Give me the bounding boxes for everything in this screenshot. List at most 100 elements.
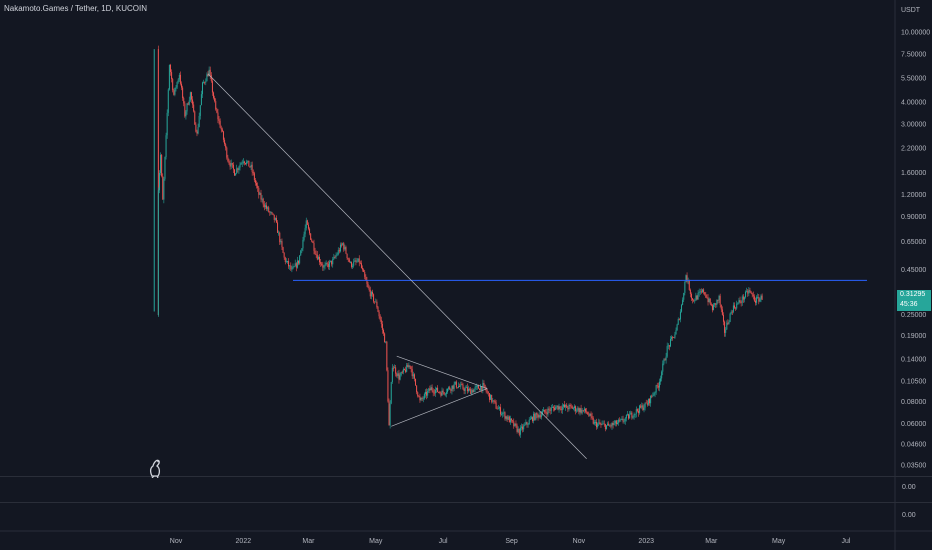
candle-body: [734, 305, 736, 308]
candle-body: [617, 422, 619, 425]
candle-body: [683, 292, 685, 300]
candle-body: [754, 300, 756, 303]
y-tick-label: 2.20000: [901, 145, 926, 152]
candle-body: [400, 372, 402, 376]
candle-body: [175, 87, 177, 89]
candle-body: [698, 292, 700, 293]
indicator-pane-value: 0.00: [902, 512, 916, 519]
pane-separator[interactable]: [0, 502, 932, 503]
candle-body: [246, 161, 248, 164]
candle-body: [556, 405, 558, 407]
candle-body: [174, 87, 176, 95]
candle-body: [570, 405, 572, 407]
candle-body: [463, 388, 465, 392]
candle-body: [326, 262, 328, 264]
candle-body: [640, 405, 642, 408]
candle-body: [266, 205, 268, 209]
candle-body: [321, 263, 323, 266]
candle-body: [759, 298, 761, 302]
candle-body: [299, 255, 301, 264]
candle-body: [604, 424, 606, 430]
candle-body: [662, 363, 664, 372]
candle-body: [277, 222, 279, 233]
candle-body: [337, 250, 339, 255]
candle-body: [605, 425, 607, 430]
candle-body: [742, 296, 744, 300]
candle-body: [360, 263, 362, 268]
candle-body: [476, 385, 478, 387]
candle-body: [477, 385, 479, 389]
candle-body: [335, 255, 337, 258]
candle-body: [216, 109, 218, 113]
candle-body: [517, 428, 519, 432]
candle-body: [661, 371, 663, 379]
candle-body: [635, 409, 637, 414]
candle-body: [597, 423, 599, 428]
candle-body: [408, 365, 410, 368]
candle-body: [490, 394, 492, 400]
candle-body: [195, 124, 197, 132]
candle-body: [442, 390, 444, 393]
y-tick-label: 0.06000: [901, 421, 926, 428]
candle-body: [581, 409, 583, 413]
candle-body: [591, 416, 593, 419]
candle-body: [386, 341, 388, 371]
candle-body: [448, 387, 450, 389]
candle-body: [619, 419, 621, 421]
candle-body: [551, 407, 553, 408]
candle-body: [420, 397, 422, 401]
candle-body: [714, 303, 716, 305]
y-tick-label: 0.14000: [901, 356, 926, 363]
candle-body: [610, 425, 612, 427]
pane-separator[interactable]: [0, 476, 932, 477]
candle-body: [158, 172, 160, 191]
x-tick-label: 2023: [638, 538, 654, 545]
candle-body: [248, 160, 250, 167]
candle-body: [366, 280, 368, 284]
candle-body: [273, 214, 275, 220]
candle-body: [323, 266, 325, 268]
candle-body: [296, 260, 298, 268]
candle-body: [466, 387, 468, 392]
candle-body: [738, 300, 740, 303]
candle-body: [200, 94, 202, 106]
candle-body: [713, 304, 715, 311]
candle-body: [615, 420, 617, 425]
tradingview-logo-icon[interactable]: [146, 456, 166, 478]
candle-body: [306, 220, 308, 225]
y-tick-label: 4.00000: [901, 100, 926, 107]
candle-body: [399, 375, 401, 380]
candle-body: [753, 296, 755, 301]
candle-body: [707, 297, 709, 303]
candle-body: [564, 404, 566, 408]
candle-body: [349, 262, 351, 263]
candle-body: [543, 409, 545, 412]
candle-body: [695, 295, 697, 301]
candle-body: [462, 384, 464, 389]
candle-body: [317, 257, 319, 260]
x-tick-label: Jul: [439, 538, 448, 545]
triangle-lower: [391, 388, 488, 427]
candle-body: [452, 385, 454, 389]
candle-body: [747, 290, 749, 294]
candle-body: [676, 324, 678, 331]
candle-body: [642, 405, 644, 410]
candle-body: [311, 239, 313, 242]
candle-body: [639, 405, 641, 413]
candle-body: [405, 369, 407, 372]
candle-body: [596, 421, 598, 428]
candle-body: [305, 220, 307, 229]
candle-body: [666, 346, 668, 357]
candle-body: [751, 293, 753, 295]
candle-body: [536, 412, 538, 415]
candle-body: [217, 112, 219, 120]
candle-body: [643, 407, 645, 410]
candle-body: [541, 411, 543, 415]
candle-body: [411, 369, 413, 377]
candle-body: [503, 412, 505, 414]
candle-body: [486, 391, 488, 393]
candle-body: [749, 290, 751, 292]
candle-body: [282, 247, 284, 254]
candle-body: [481, 386, 483, 391]
